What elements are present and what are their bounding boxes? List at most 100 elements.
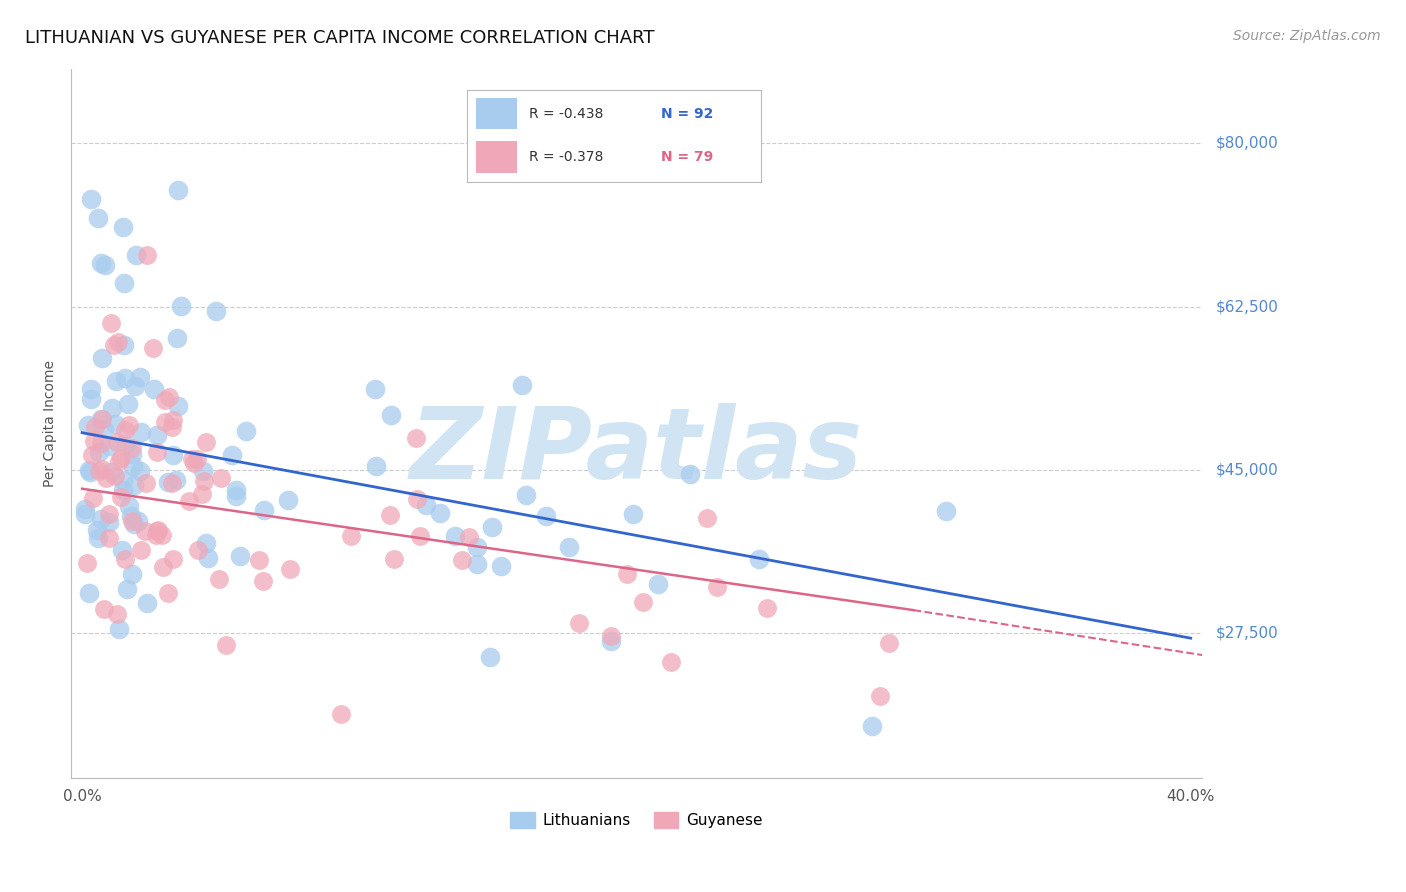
Point [162, 413, 184, 427]
Text: ZIPatlas: ZIPatlas [409, 403, 863, 500]
Point [252, 574, 274, 588]
Point [186, 451, 208, 466]
Point [118, 500, 141, 514]
Point [75, 502, 97, 516]
Point [104, 468, 127, 483]
Point [121, 566, 143, 581]
Point [112, 338, 135, 352]
Point [157, 475, 180, 489]
Point [252, 503, 274, 517]
Point [121, 514, 143, 528]
Point [121, 458, 143, 473]
Point [659, 656, 682, 670]
Point [278, 561, 301, 575]
Text: $27,500: $27,500 [1216, 626, 1278, 641]
Point [277, 493, 299, 508]
Point [146, 427, 169, 442]
Point [129, 425, 152, 440]
Point [90, 435, 112, 450]
Point [162, 551, 184, 566]
Point [465, 540, 488, 554]
Y-axis label: Per Capita Income: Per Capita Income [44, 359, 58, 487]
Point [82, 491, 104, 505]
Point [166, 331, 188, 345]
Point [103, 338, 125, 352]
Point [481, 519, 503, 533]
Point [87, 444, 110, 458]
Point [80, 382, 103, 396]
Point [114, 371, 136, 385]
Point [111, 483, 134, 497]
Point [135, 475, 157, 490]
Point [105, 607, 128, 622]
Point [114, 552, 136, 566]
Point [193, 475, 215, 489]
Point [191, 464, 214, 478]
Point [229, 549, 252, 563]
Point [77, 586, 100, 600]
Point [340, 529, 363, 543]
Point [93, 422, 115, 436]
Point [450, 553, 472, 567]
Point [104, 417, 127, 431]
Point [157, 390, 180, 404]
Point [221, 449, 243, 463]
Point [146, 524, 169, 538]
Point [84, 420, 107, 434]
Point [94, 258, 117, 272]
Point [98, 531, 121, 545]
Point [127, 514, 149, 528]
Point [191, 487, 214, 501]
Point [536, 508, 558, 523]
Point [935, 504, 957, 518]
Point [86, 524, 108, 538]
Point [108, 622, 131, 636]
Point [94, 471, 117, 485]
Point [457, 530, 479, 544]
Point [93, 602, 115, 616]
Point [121, 447, 143, 461]
Point [114, 423, 136, 437]
Point [167, 183, 190, 197]
Point [180, 452, 202, 467]
Point [90, 411, 112, 425]
Point [195, 434, 218, 449]
Point [225, 483, 247, 498]
Point [90, 512, 112, 526]
Point [97, 516, 120, 530]
Point [135, 596, 157, 610]
Point [90, 256, 112, 270]
Point [197, 550, 219, 565]
Point [467, 558, 489, 572]
Point [76, 557, 98, 571]
Point [329, 706, 352, 721]
Point [73, 507, 96, 521]
Point [558, 541, 581, 555]
Point [150, 528, 173, 542]
Point [165, 473, 187, 487]
Point [621, 507, 644, 521]
Point [489, 559, 512, 574]
Point [143, 383, 166, 397]
Point [79, 465, 101, 479]
Point [134, 524, 156, 538]
Point [600, 633, 623, 648]
Point [169, 300, 191, 314]
Point [647, 577, 669, 591]
Text: $62,500: $62,500 [1216, 299, 1278, 314]
Point [115, 436, 138, 450]
Point [162, 448, 184, 462]
Point [111, 474, 134, 488]
Point [77, 463, 100, 477]
Point [120, 508, 142, 523]
Point [415, 498, 437, 512]
Point [145, 528, 167, 542]
Point [112, 277, 135, 291]
Point [160, 475, 183, 490]
Point [98, 439, 121, 453]
Point [679, 467, 702, 481]
Point [696, 510, 718, 524]
Point [382, 552, 405, 566]
Point [405, 431, 427, 445]
Point [869, 689, 891, 703]
